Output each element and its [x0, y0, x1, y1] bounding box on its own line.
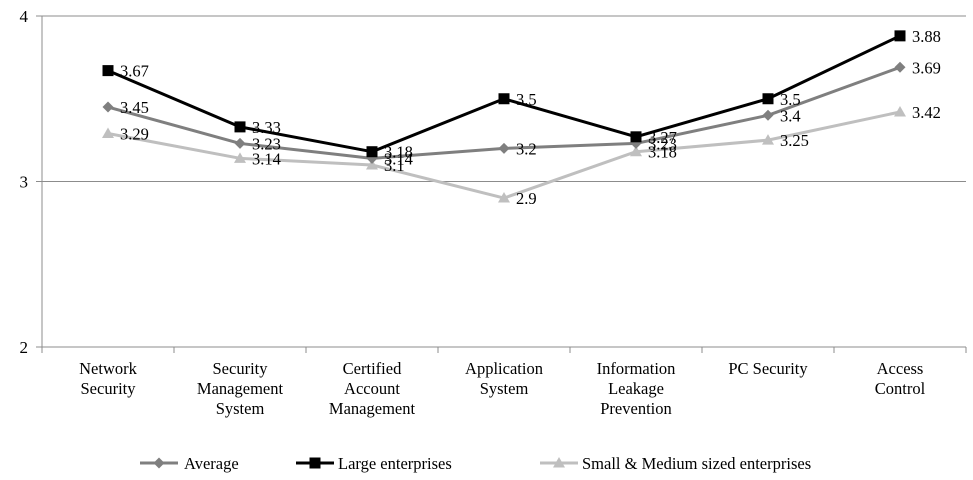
y-tick-labels: 2 3 4: [20, 7, 29, 357]
data-point-0-6: [894, 61, 906, 73]
y-tick-label: 3: [20, 173, 29, 192]
x-tick-label: Network Security: [79, 359, 137, 398]
data-point-2-3: [498, 192, 510, 203]
data-point-2-1: [234, 152, 246, 163]
data-label: 3.23: [648, 134, 677, 153]
x-tick-label: Access Control: [875, 359, 926, 398]
x-tick-label: Information Leakage Prevention: [597, 359, 676, 418]
data-label: 3.69: [912, 58, 941, 77]
data-point-1-4: [630, 131, 642, 143]
data-label: 3.4: [780, 106, 801, 125]
data-label: 3.14: [252, 149, 281, 168]
x-tick-label: PC Security: [728, 359, 808, 378]
data-point-0-5: [762, 109, 774, 121]
data-label: 3.27: [648, 128, 677, 147]
data-point-2-6: [894, 105, 906, 117]
data-point-1-5: [762, 93, 774, 105]
data-label: 3.42: [912, 103, 941, 122]
data-label: 3.2: [516, 139, 537, 158]
data-label: 3.18: [648, 143, 677, 162]
data-label: 3.45: [120, 98, 149, 117]
data-point-0-3: [498, 142, 510, 154]
data-label: 3.14: [384, 149, 413, 168]
data-label: 3.18: [384, 143, 413, 162]
x-tick-label: Security Management System: [197, 359, 284, 418]
legend-label: Large enterprises: [338, 454, 452, 473]
data-label: 3.23: [252, 134, 281, 153]
data-point-2-5: [762, 134, 774, 145]
data-point-2-2: [366, 158, 378, 170]
legend-label: Small & Medium sized enterprises: [582, 454, 811, 473]
x-tick-label: Certified Account Management: [329, 359, 416, 418]
data-point-1-0: [102, 65, 114, 77]
data-point-2-0: [102, 127, 114, 139]
data-point-1-2: [366, 146, 378, 158]
x-category-labels: Network Security Security Management System C…: [79, 359, 925, 418]
legend-swatch-marker: [553, 457, 565, 468]
data-point-1-1: [234, 121, 246, 133]
data-label: 3.25: [780, 131, 809, 150]
legend-label: Average: [184, 454, 239, 473]
gridlines: [42, 15, 966, 182]
y-tick-label: 2: [20, 338, 29, 357]
series-lines: [102, 30, 906, 203]
data-labels: 3.453.233.143.2 3.233.43.693.673.333.183.…: [120, 27, 941, 208]
data-label: 3.29: [120, 125, 149, 144]
data-label: 3.67: [120, 62, 149, 81]
legend-swatch-marker: [153, 457, 165, 469]
legend-swatch-marker: [309, 457, 321, 469]
x-tick-label: Application System: [465, 359, 543, 398]
data-point-0-1: [234, 137, 246, 149]
data-label: 2.9: [516, 189, 537, 208]
data-label: 3.5: [780, 90, 801, 109]
data-point-1-3: [498, 93, 510, 105]
axes: [36, 15, 967, 353]
data-label: 3.88: [912, 27, 941, 46]
y-tick-label: 4: [20, 7, 29, 26]
data-label: 3.33: [252, 118, 281, 137]
legend: Average Large enterprises Small & Medium s…: [140, 454, 811, 473]
data-point-0-0: [102, 101, 114, 113]
data-label: 3.5: [516, 90, 537, 109]
data-label: 3.1: [384, 156, 405, 175]
data-point-2-4: [630, 145, 642, 157]
data-point-1-6: [894, 30, 906, 42]
